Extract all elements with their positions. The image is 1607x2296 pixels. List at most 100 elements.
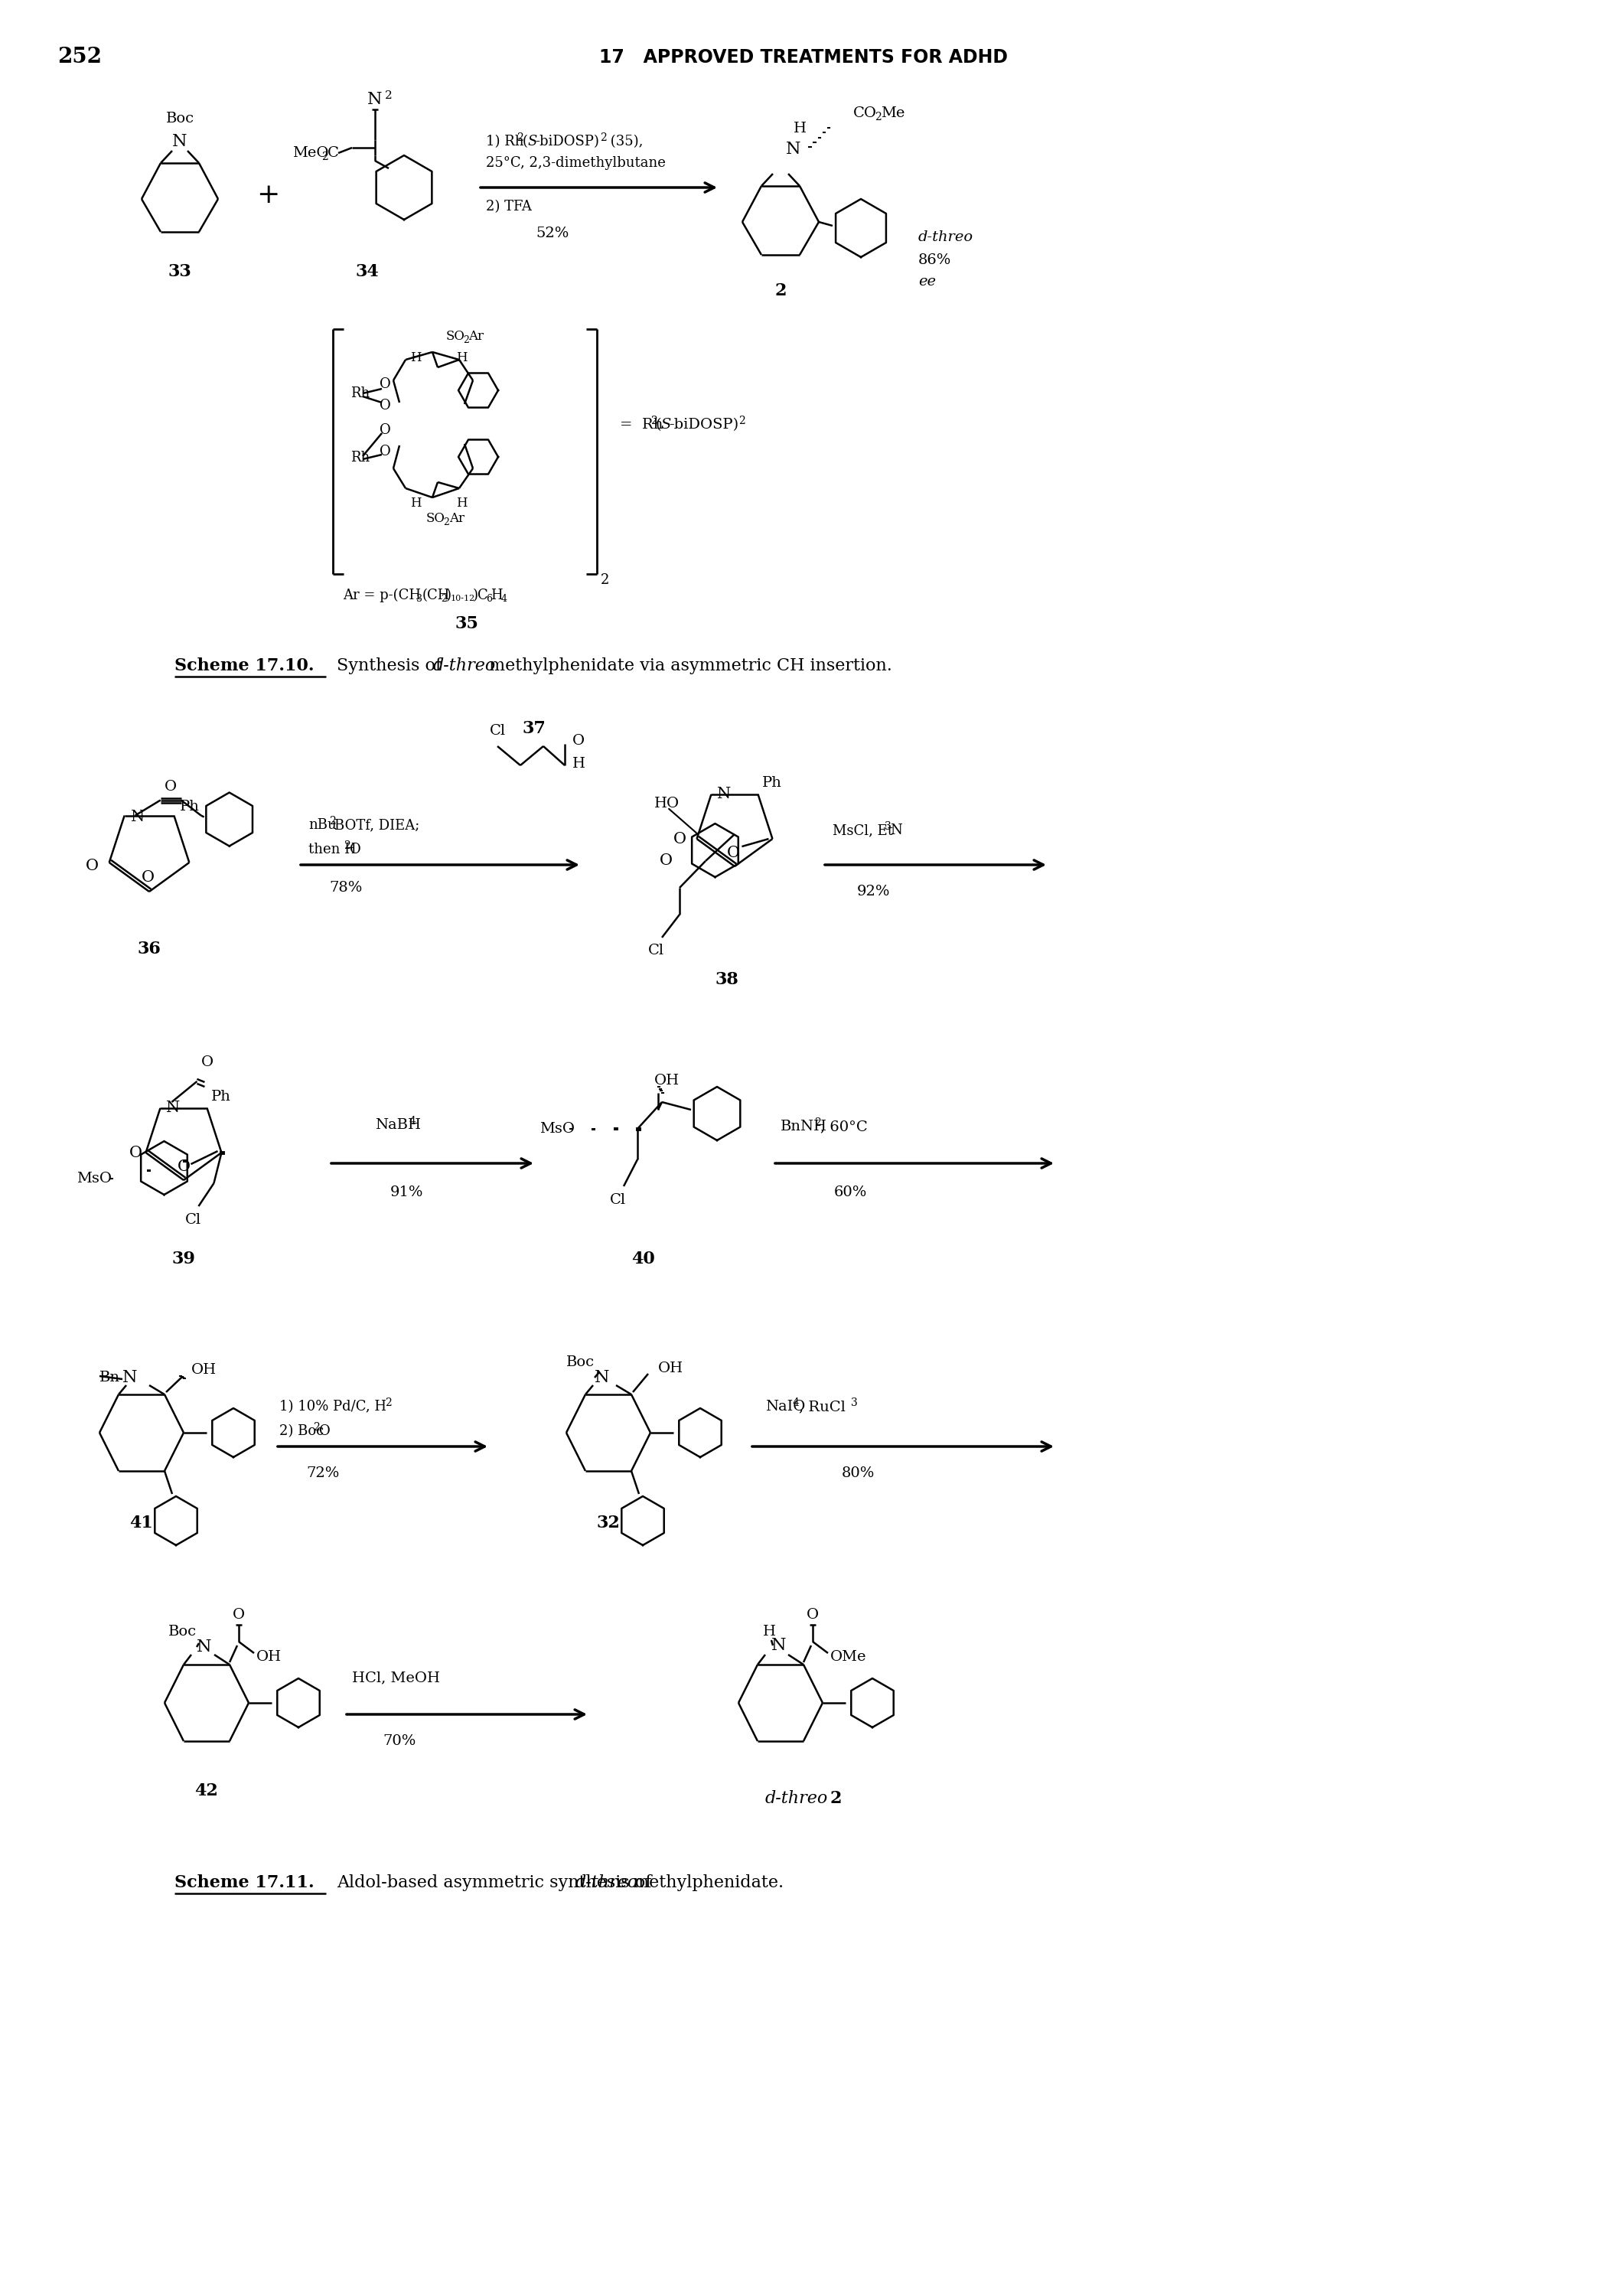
Text: 86%: 86% [918,253,951,266]
Text: H: H [410,351,421,365]
Text: -biDOSP): -biDOSP) [669,418,739,432]
Text: 3: 3 [416,595,423,604]
Text: BnNH: BnNH [781,1120,828,1134]
Text: MsO: MsO [77,1171,112,1185]
Text: 40: 40 [632,1251,654,1267]
Text: N: N [172,133,188,149]
Text: H: H [456,351,468,365]
Text: Ph: Ph [211,1091,231,1104]
Text: 2: 2 [874,113,881,122]
Text: 35: 35 [455,615,479,631]
Text: Ar: Ar [468,331,484,344]
Text: 2: 2 [444,519,448,528]
Text: N: N [196,1639,212,1655]
Text: 1) 10% Pd/C, H: 1) 10% Pd/C, H [280,1401,386,1414]
Text: 34: 34 [355,264,379,280]
Text: H: H [572,758,585,771]
Text: SO: SO [447,331,464,344]
Text: O: O [673,831,686,847]
Text: N: N [595,1368,609,1387]
Text: 2) TFA: 2) TFA [485,200,532,214]
Text: 4: 4 [501,595,508,604]
Text: 2: 2 [313,1421,320,1433]
Text: 2: 2 [516,133,524,142]
Text: 4: 4 [410,1116,416,1127]
Text: 52%: 52% [535,227,569,241]
Text: N: N [368,92,382,108]
Text: (35),: (35), [606,135,643,149]
Text: CO: CO [853,106,877,119]
Text: d-threo: d-threo [575,1874,638,1892]
Text: O: O [164,781,177,794]
Text: H: H [410,498,421,510]
Text: -biDOSP): -biDOSP) [535,135,599,149]
Text: NaBH: NaBH [374,1118,421,1132]
Text: O: O [350,843,362,856]
Text: N: N [130,810,145,824]
Text: N: N [717,788,731,801]
Text: Me: Me [881,106,905,119]
Text: (: ( [522,135,529,149]
Text: 39: 39 [172,1251,196,1267]
Text: (: ( [656,418,662,432]
Text: 17   APPROVED TREATMENTS FOR ADHD: 17 APPROVED TREATMENTS FOR ADHD [599,48,1008,67]
Text: then H: then H [309,843,357,856]
Text: Cl: Cl [185,1212,201,1226]
Text: methylphenidate.: methylphenidate. [627,1874,784,1892]
Text: 2: 2 [386,90,392,101]
Text: 2: 2 [440,595,447,604]
Text: O: O [807,1607,820,1621]
Text: OH: OH [659,1362,683,1375]
Text: nBu: nBu [309,817,336,831]
Text: 80%: 80% [842,1467,874,1481]
Text: N: N [122,1368,137,1387]
Text: 6: 6 [485,595,492,604]
Text: MsO: MsO [540,1123,575,1137]
Text: 72%: 72% [305,1467,339,1481]
Text: 2: 2 [601,574,609,588]
Text: d-threo: d-threo [765,1791,828,1807]
Text: 2: 2 [815,1118,821,1127]
Text: 3: 3 [884,822,892,831]
Text: 2: 2 [386,1398,392,1407]
Text: Synthesis of: Synthesis of [337,657,447,675]
Text: Boc: Boc [169,1626,196,1639]
Text: 2: 2 [831,1791,842,1807]
Text: 33: 33 [169,264,191,280]
Text: O: O [141,870,154,886]
Text: 2: 2 [775,282,786,298]
Text: ee: ee [918,276,935,289]
Text: 2: 2 [651,416,657,427]
Text: H: H [490,588,503,602]
Text: =  Rh: = Rh [620,418,664,432]
Text: d-threo: d-threo [434,657,497,675]
Text: O: O [320,1424,331,1437]
Text: O: O [233,1607,244,1621]
Text: , 60°C: , 60°C [820,1120,868,1134]
Text: O: O [572,735,585,748]
Text: 91%: 91% [391,1185,424,1199]
Text: Scheme 17.10.: Scheme 17.10. [175,657,313,675]
Text: HO: HO [654,797,680,810]
Text: BOTf, DIEA;: BOTf, DIEA; [334,817,419,831]
Text: 3: 3 [852,1398,858,1407]
Text: 41: 41 [130,1515,153,1531]
Text: OH: OH [257,1651,281,1665]
Text: NaIO: NaIO [765,1401,805,1414]
Text: O: O [177,1159,190,1173]
Text: methylphenidate via asymmetric CH insertion.: methylphenidate via asymmetric CH insert… [484,657,892,675]
Text: 4: 4 [792,1398,800,1407]
Text: N: N [890,824,902,838]
Text: N: N [167,1100,180,1116]
Text: C: C [328,147,339,161]
Text: O: O [379,400,391,413]
Text: O: O [726,845,739,861]
Text: Boc: Boc [166,113,194,126]
Text: MeO: MeO [292,147,329,161]
Text: N: N [786,140,800,158]
Text: O: O [379,445,391,459]
Text: 2) Boc: 2) Boc [280,1424,325,1437]
Text: 70%: 70% [382,1733,416,1747]
Text: SO: SO [426,512,445,526]
Text: , RuCl: , RuCl [799,1401,845,1414]
